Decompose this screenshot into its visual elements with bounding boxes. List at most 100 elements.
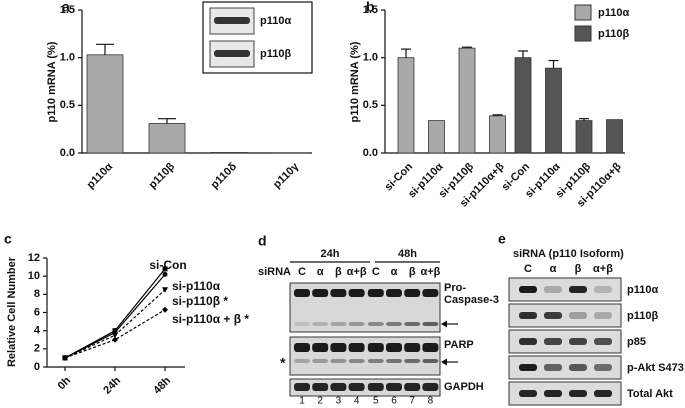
blot-band: [330, 359, 347, 363]
y-axis-label: p110 mRNA (%): [46, 41, 58, 122]
blot-band: [214, 17, 250, 24]
blot-frame: [508, 355, 622, 380]
blot-band: [404, 359, 421, 363]
lane-label: β: [575, 263, 582, 275]
blot-band: [519, 390, 537, 397]
inset-label: p110α: [260, 15, 291, 27]
blot-band: [367, 359, 384, 363]
bar: [575, 120, 593, 154]
y-axis-label: p110 mRNA (%): [349, 41, 361, 122]
bar: [458, 47, 476, 154]
blot-band: [569, 312, 587, 319]
blot-band: [404, 322, 421, 326]
blot-band: [294, 383, 310, 391]
blot-frame: [508, 303, 622, 328]
y-tick-label: 0.5: [60, 99, 75, 111]
lane-label: β: [335, 266, 342, 278]
blot-band: [348, 289, 365, 297]
blot-band: [330, 289, 347, 297]
lane-number: 5: [373, 396, 379, 407]
blot-band: [367, 289, 384, 297]
bar: [148, 123, 186, 154]
blot-band: [544, 312, 562, 319]
blot-band: [348, 322, 365, 326]
legend-label: p110β: [598, 28, 629, 40]
blot-band: [594, 364, 612, 371]
lane-label: β: [409, 266, 416, 278]
blot-band: [422, 359, 439, 363]
bar: [514, 57, 532, 154]
blot-frame: [508, 381, 622, 406]
panel-label: a: [62, 0, 70, 15]
blot-band: [404, 343, 421, 352]
blot-band: [569, 364, 587, 371]
y-tick-label: 0: [34, 361, 40, 373]
blot-band: [312, 343, 329, 352]
star-label: *: [280, 355, 286, 371]
protein-label: Caspase-3: [444, 294, 499, 306]
blot-frame: [289, 378, 441, 397]
marker: [112, 332, 118, 339]
y-tick-label: 0.5: [363, 99, 378, 111]
blot-band: [594, 338, 612, 345]
time-label: 24h: [321, 248, 340, 260]
panel-label: b: [366, 0, 375, 15]
blot-band: [294, 289, 310, 297]
bar: [606, 119, 623, 154]
y-tick-label: 4: [34, 325, 41, 337]
blot-band: [422, 343, 439, 352]
lane-number: 7: [409, 396, 415, 407]
lane-number: 3: [336, 396, 342, 407]
blot-frame: [508, 277, 622, 302]
series-label: si-p110α: [172, 279, 221, 293]
blot-band: [519, 286, 537, 293]
blot-band: [386, 359, 402, 363]
blot-band: [348, 383, 365, 391]
bar: [545, 67, 562, 154]
lane-number: 1: [299, 396, 305, 407]
blot-band: [386, 343, 402, 352]
blot-title: siRNA (p110 Isoform): [513, 248, 624, 260]
marker: [162, 287, 168, 293]
blot-band: [386, 289, 402, 297]
x-tick-label: p110β: [147, 160, 178, 191]
blot-band: [594, 390, 612, 397]
blot-band: [330, 343, 347, 352]
lane-label: C: [524, 263, 532, 275]
inset-label: p110β: [260, 48, 291, 60]
y-tick-label: 2: [34, 343, 40, 355]
blot-frame: [289, 336, 441, 376]
arrow-head: [441, 320, 447, 328]
blot-band: [569, 390, 587, 397]
blot-band: [519, 364, 537, 371]
blot-band: [544, 286, 562, 293]
bar: [397, 57, 415, 154]
bar: [489, 115, 506, 154]
blot-band: [422, 322, 439, 326]
lane-label: α: [391, 266, 398, 278]
protein-label: p110β: [627, 310, 658, 322]
protein-label: p85: [627, 336, 646, 348]
lane-number: 4: [354, 396, 360, 407]
blot-band: [214, 50, 250, 57]
blot-band: [594, 286, 612, 293]
blot-band: [330, 322, 347, 326]
blot-band: [594, 312, 612, 319]
blot-band: [312, 289, 329, 297]
blot-band: [294, 359, 310, 363]
marker: [62, 354, 68, 361]
lane-number: 6: [391, 396, 397, 407]
lane-number: 2: [317, 396, 323, 407]
blot-band: [367, 322, 384, 326]
row-label: siRNA: [258, 266, 291, 278]
blot-frame: [508, 329, 622, 354]
marker: [162, 271, 168, 277]
blot-band: [544, 390, 562, 397]
series-label: si-p110β *: [172, 294, 228, 308]
x-tick-label: 48h: [151, 375, 173, 397]
lane-label: α: [317, 266, 324, 278]
legend-label: p110α: [598, 7, 629, 19]
series-line: [64, 309, 166, 359]
blot-band: [422, 289, 439, 297]
y-tick-label: 6: [34, 306, 40, 318]
